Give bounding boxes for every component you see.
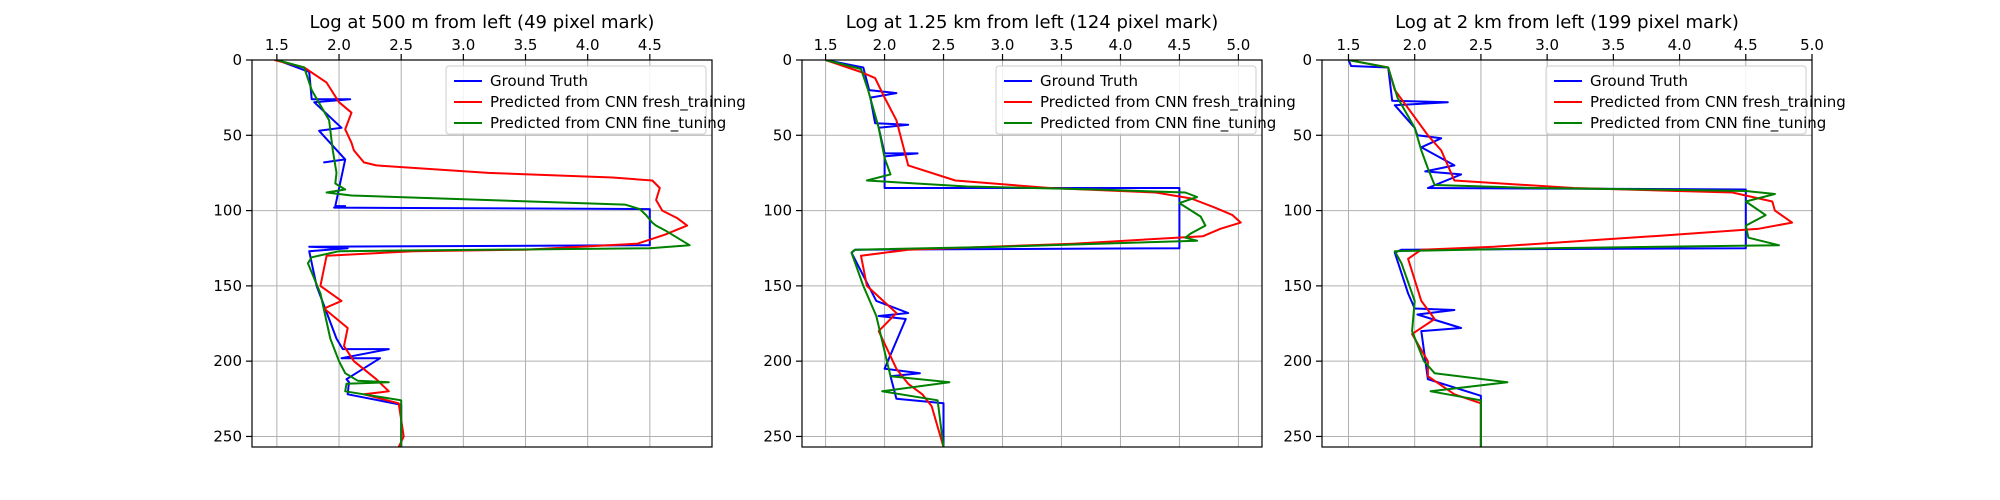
x-tick-label: 3.0 (451, 36, 475, 54)
x-tick-label: 4.0 (576, 36, 600, 54)
x-tick-label: 1.5 (265, 36, 289, 54)
series-line-predicted-from-cnn-fine-tuning (825, 60, 1207, 447)
x-tick-label: 4.0 (1109, 36, 1133, 54)
legend-label: Predicted from CNN fine_tuning (1040, 114, 1276, 133)
y-tick-label: 100 (1283, 202, 1312, 220)
chart-panel-1: 1.5 2.0 2.5 3.0 3.5 4.0 4.5 0 50 100 150 200 250 Log … (213, 12, 746, 448)
y-tick-label: 200 (1283, 352, 1312, 370)
y-tick-label: 250 (213, 427, 242, 445)
legend-label: Predicted from CNN fresh_training (490, 93, 746, 112)
legend-label: Predicted from CNN fine_tuning (490, 114, 726, 133)
y-tick-label: 200 (763, 352, 792, 370)
legend-label: Predicted from CNN fresh_training (1590, 93, 1846, 112)
x-tick-label: 2.5 (389, 36, 413, 54)
series-line-predicted-from-cnn-fresh-training (274, 60, 689, 447)
x-tick-label: 2.0 (873, 36, 897, 54)
x-tick-label: 2.5 (932, 36, 956, 54)
legend-box (995, 65, 1257, 135)
chart-title: Log at 500 m from left (49 pixel mark) (310, 12, 655, 33)
y-tick-label: 50 (773, 126, 792, 144)
legend: Ground Truth Predicted from CNN fresh_tra… (995, 65, 1296, 135)
series-group (274, 60, 691, 447)
x-tick-label: 2.0 (327, 36, 351, 54)
legend-label: Predicted from CNN fine_tuning (1590, 114, 1826, 133)
x-tick-label: 1.5 (1337, 36, 1361, 54)
legend: Ground Truth Predicted from CNN fresh_tra… (1545, 65, 1846, 135)
chart-panel-2: 1.5 2.0 2.5 3.0 3.5 4.0 4.5 5.0 0 50 100 150 200 250 L… (763, 12, 1296, 448)
y-tick-label: 250 (1283, 427, 1312, 445)
series-line-predicted-from-cnn-fine-tuning (276, 60, 691, 447)
series-line-ground-truth (276, 60, 651, 447)
series-group (825, 60, 1242, 447)
legend-label: Ground Truth (1040, 72, 1138, 90)
legend-box (445, 65, 707, 135)
y-tick-label: 250 (763, 427, 792, 445)
x-tick-label: 3.0 (1535, 36, 1559, 54)
series-group (1347, 60, 1794, 447)
x-tick-label: 4.5 (1168, 36, 1192, 54)
x-tick-label: 3.0 (991, 36, 1015, 54)
y-tick-label: 100 (763, 202, 792, 220)
y-tick-label: 0 (782, 51, 792, 69)
y-tick-label: 50 (1293, 126, 1312, 144)
x-tick-label: 2.5 (1469, 36, 1493, 54)
chart-panel-3: 1.5 2.0 2.5 3.0 3.5 4.0 4.5 5.0 0 50 100 150 200 250 L… (1283, 12, 1846, 448)
chart-title: Log at 2 km from left (199 pixel mark) (1395, 12, 1739, 33)
series-line-predicted-from-cnn-fresh-training (1348, 60, 1794, 447)
x-tick-label: 4.5 (1734, 36, 1758, 54)
x-tick-label: 1.5 (814, 36, 838, 54)
x-tick-label: 2.0 (1403, 36, 1427, 54)
series-line-ground-truth (1347, 60, 1747, 447)
x-tick-label: 3.5 (1601, 36, 1625, 54)
y-tick-label: 150 (213, 277, 242, 295)
legend-label: Predicted from CNN fresh_training (1040, 93, 1296, 112)
y-tick-label: 150 (763, 277, 792, 295)
y-tick-label: 200 (213, 352, 242, 370)
series-line-predicted-from-cnn-fine-tuning (1348, 60, 1780, 447)
x-tick-label: 4.0 (1668, 36, 1692, 54)
y-tick-label: 0 (232, 51, 242, 69)
y-tick-label: 50 (223, 126, 242, 144)
x-tick-label: 5.0 (1800, 36, 1824, 54)
y-tick-label: 150 (1283, 277, 1312, 295)
legend-label: Ground Truth (1590, 72, 1688, 90)
y-tick-label: 0 (1302, 51, 1312, 69)
plot-frame (801, 59, 1263, 448)
chart-title: Log at 1.25 km from left (124 pixel mark… (846, 12, 1218, 33)
x-tick-label: 5.0 (1226, 36, 1250, 54)
plot-frame (251, 59, 713, 448)
x-tick-label: 3.5 (514, 36, 538, 54)
legend-label: Ground Truth (490, 72, 588, 90)
x-tick-label: 4.5 (638, 36, 662, 54)
legend: Ground Truth Predicted from CNN fresh_tra… (445, 65, 746, 135)
y-tick-label: 100 (213, 202, 242, 220)
legend-box (1545, 65, 1807, 135)
x-tick-label: 3.5 (1050, 36, 1074, 54)
plot-frame (1321, 59, 1813, 448)
series-line-predicted-from-cnn-fresh-training (825, 60, 1242, 447)
